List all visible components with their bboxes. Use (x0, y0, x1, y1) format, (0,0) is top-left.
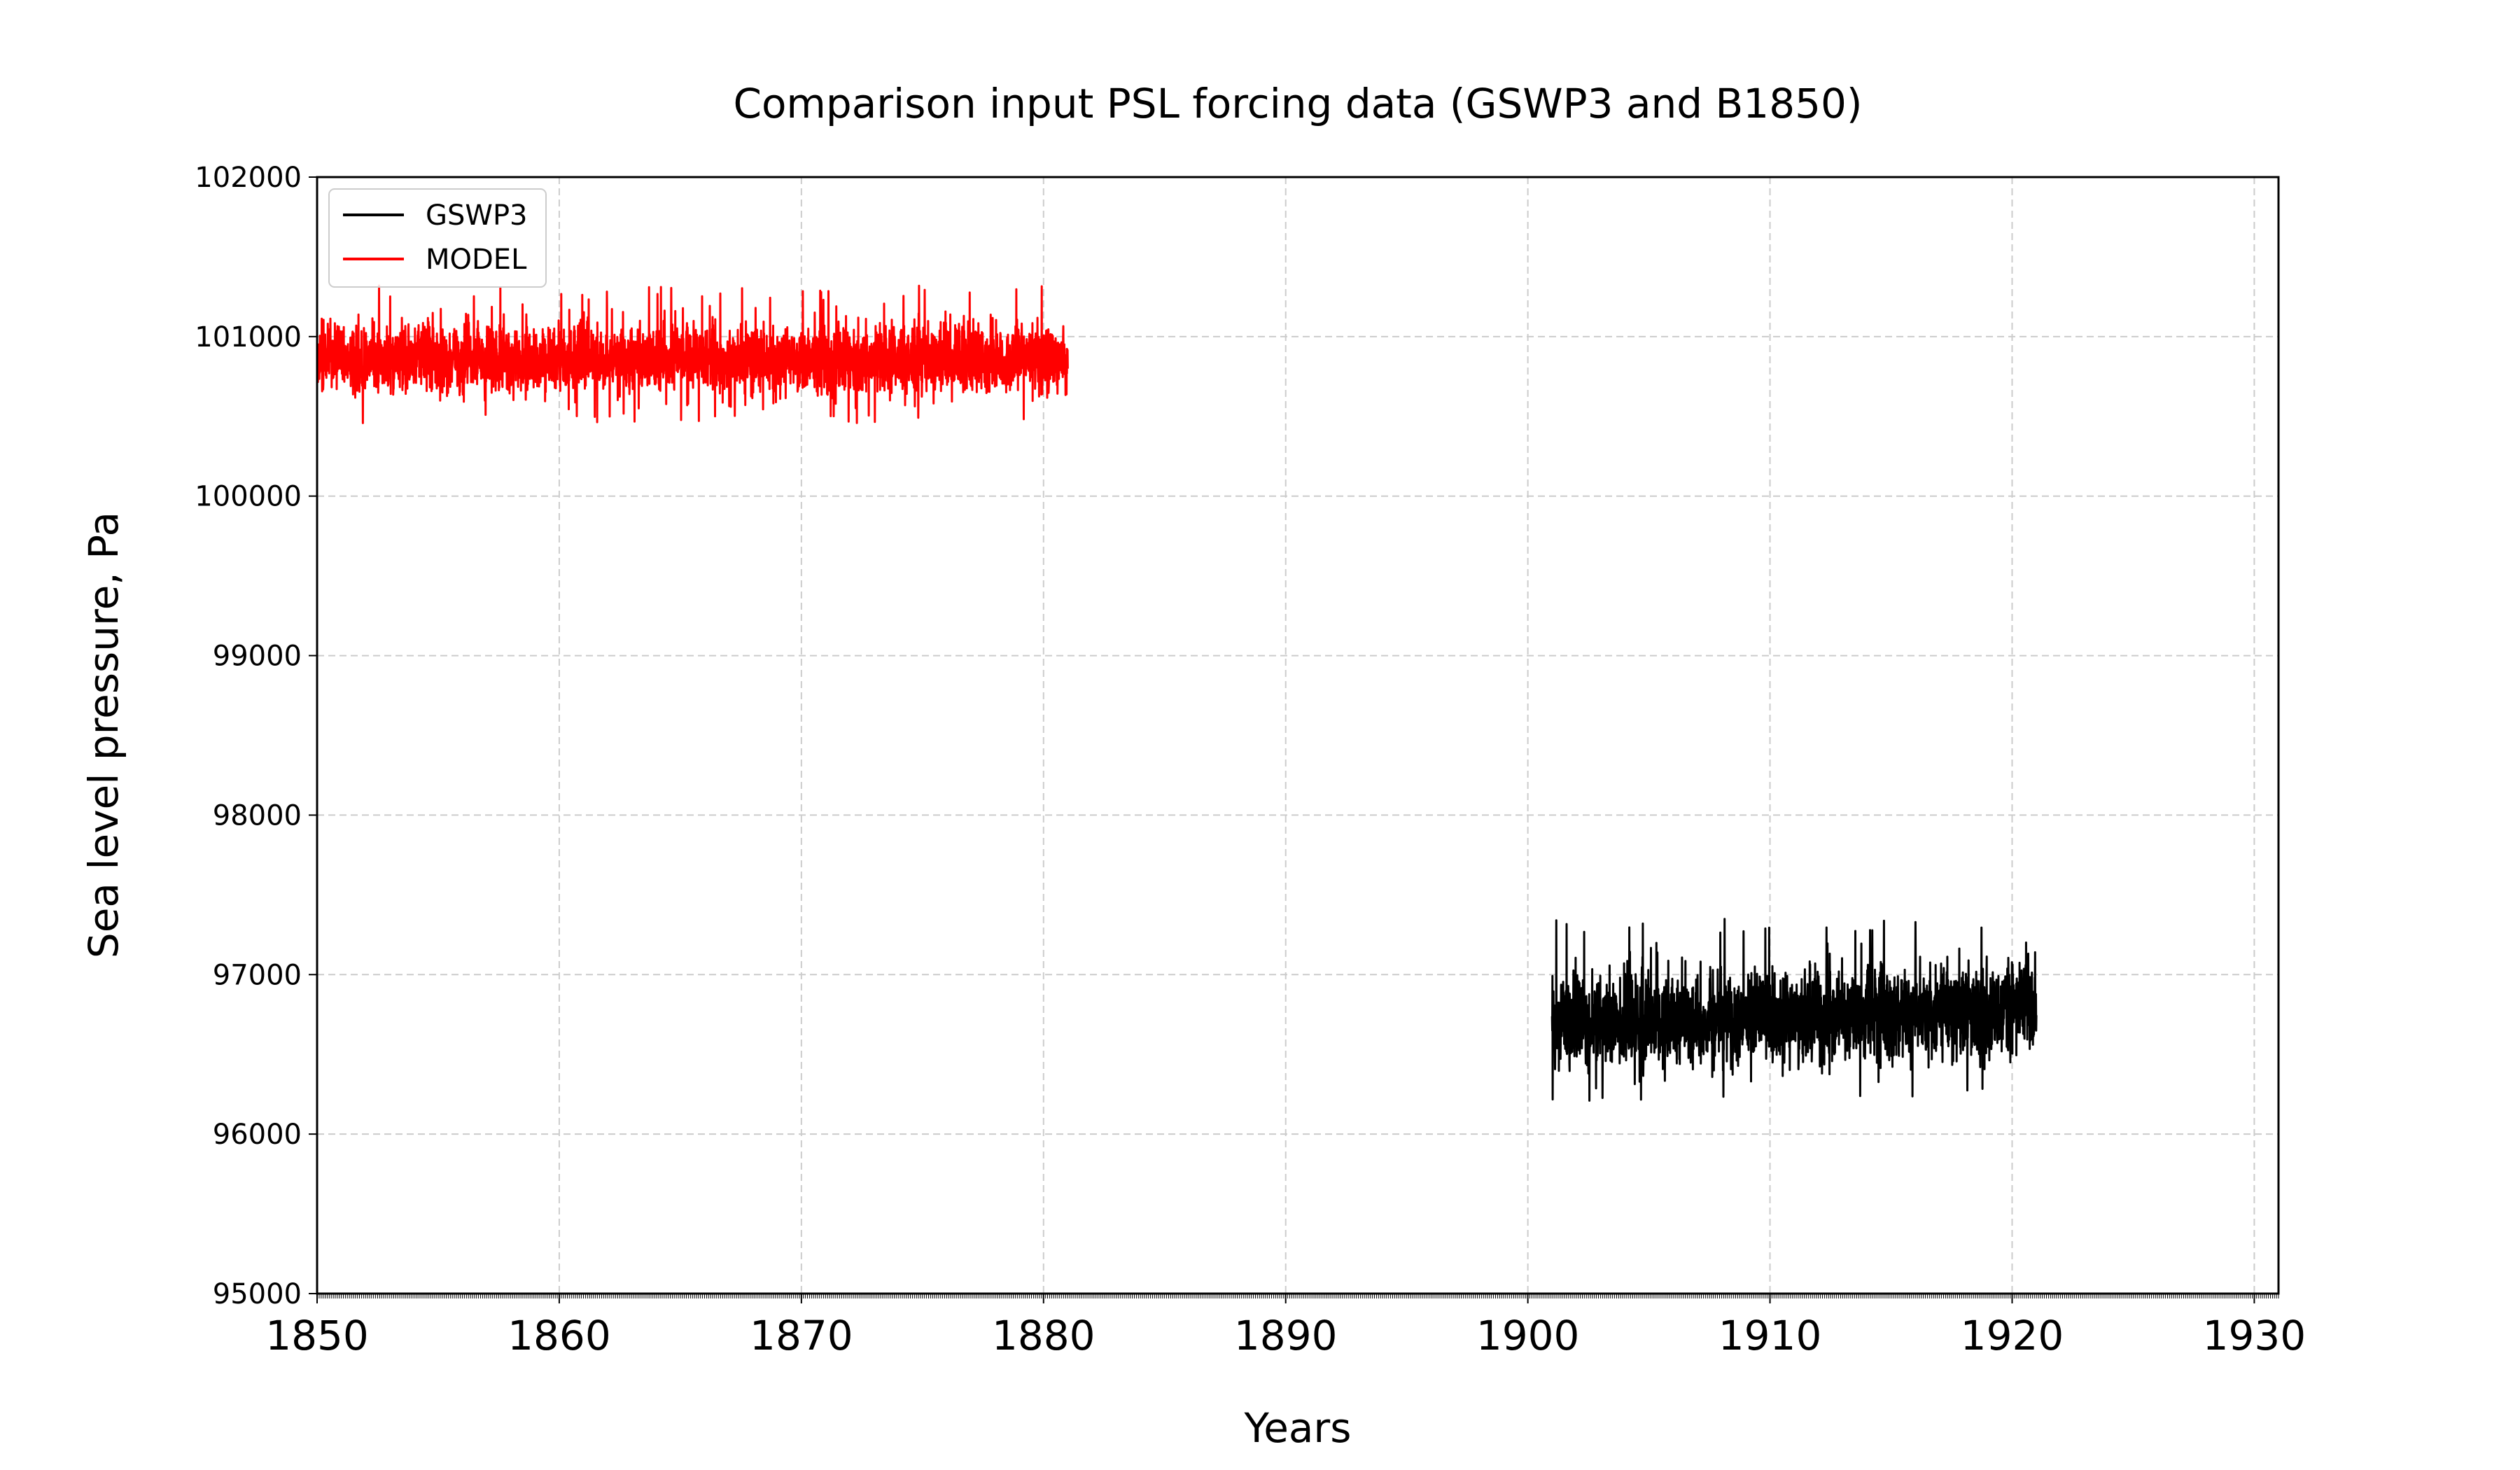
series-line-model (316, 284, 1069, 424)
x-axis-label: Years (1243, 1404, 1351, 1452)
legend: GSWP3 MODEL (328, 188, 547, 288)
x-tick-label: 1880 (992, 1312, 1096, 1359)
legend-label-gswp3: GSWP3 (426, 200, 528, 232)
y-tick-label: 99000 (213, 640, 302, 673)
y-axis-label: Sea level pressure, Pa (80, 512, 127, 958)
series-layer (316, 284, 2038, 1102)
y-tick-label: 97000 (213, 959, 302, 991)
x-tick-label: 1930 (2203, 1312, 2306, 1359)
x-tick-label: 1870 (750, 1312, 853, 1359)
y-tick-label: 95000 (213, 1278, 302, 1310)
y-tick-label: 100000 (195, 481, 302, 513)
x-axis: 1850 1860 1870 1880 1890 1900 1910 1920 1930 (265, 1294, 2306, 1359)
y-tick-label: 98000 (213, 799, 302, 832)
x-tick-label: 1900 (1476, 1312, 1580, 1359)
y-tick-label: 102000 (195, 162, 302, 194)
y-tick-label: 96000 (213, 1119, 302, 1151)
x-tick-label: 1860 (507, 1312, 611, 1359)
y-axis: 95000 96000 97000 98000 99000 100000 101000 102… (195, 162, 317, 1310)
x-tick-label: 1920 (1961, 1312, 2064, 1359)
chart-title: Comparison input PSL forcing data (GSWP3… (733, 80, 1862, 127)
x-tick-label: 1890 (1234, 1312, 1338, 1359)
x-tick-label: 1850 (265, 1312, 369, 1359)
x-tick-label: 1910 (1718, 1312, 1822, 1359)
legend-label-model: MODEL (426, 244, 527, 276)
y-tick-label: 101000 (195, 321, 302, 354)
series-line-gswp3 (1550, 918, 2038, 1102)
